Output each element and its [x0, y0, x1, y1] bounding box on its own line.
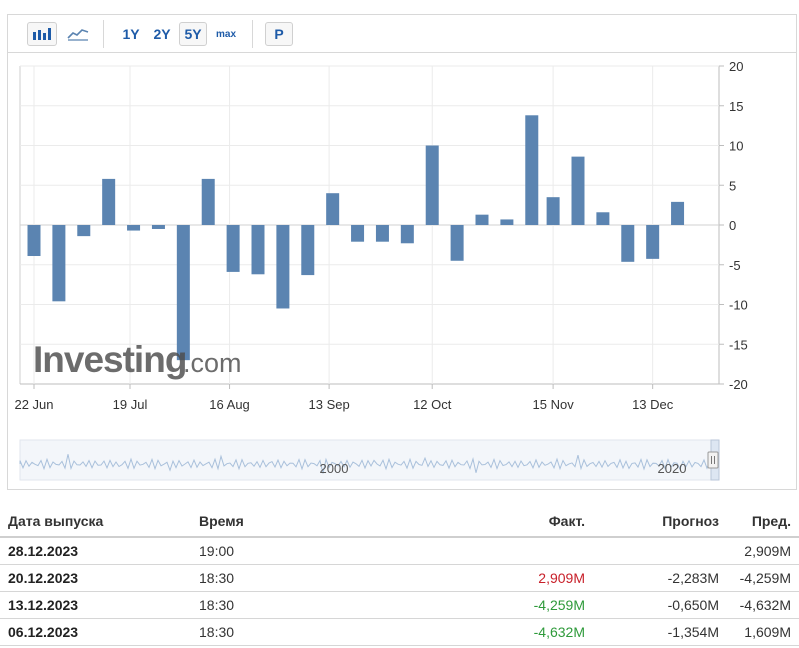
cell-previous: 1,609M — [727, 618, 799, 646]
navigator-handle[interactable] — [707, 451, 719, 469]
navigator-label: 2000 — [320, 461, 349, 476]
x-tick-label: 13 Sep — [309, 397, 350, 412]
bar — [176, 225, 190, 361]
toolbar-divider — [103, 20, 104, 48]
bar — [596, 212, 610, 225]
navigator-series — [19, 454, 711, 474]
cell-previous: -4,259M — [727, 564, 799, 592]
y-tick-label: 10 — [729, 139, 743, 154]
bar — [525, 115, 539, 225]
cell-time: 18:30 — [191, 591, 407, 619]
cell-forecast: -1,354M — [593, 618, 727, 646]
investing-watermark: Investing .com — [33, 339, 242, 380]
bar — [351, 225, 365, 242]
navigator-track — [19, 439, 720, 481]
cell-time: 18:30 — [191, 564, 407, 592]
range-5y-button[interactable]: 5Y — [179, 22, 207, 46]
bar — [127, 225, 141, 231]
header-actual[interactable]: Факт. — [407, 506, 593, 538]
y-tick-label: 20 — [729, 59, 743, 74]
y-axis: 20 15 10 5 0 -5 -10 -15 -20 — [719, 59, 748, 392]
cell-actual: 2,909M — [407, 564, 593, 592]
bar — [301, 225, 315, 276]
cell-date: 06.12.2023 — [0, 618, 191, 646]
bar — [621, 225, 635, 262]
bar — [400, 225, 414, 244]
bar — [251, 225, 265, 275]
watermark-brand: Investing — [33, 339, 186, 380]
header-date[interactable]: Дата выпуска — [0, 506, 191, 538]
chart-toolbar: 1Y 2Y 5Y max P — [7, 14, 797, 53]
y-tick-label: -10 — [729, 298, 748, 313]
bar — [375, 225, 389, 242]
bar — [226, 225, 240, 272]
bar — [276, 225, 290, 309]
range-2y-button[interactable]: 2Y — [153, 26, 171, 42]
cell-previous: -4,632M — [727, 591, 799, 619]
table-row: 13.12.2023 18:30 -4,259M -0,650M -4,632M — [0, 591, 799, 619]
p-button[interactable]: P — [265, 22, 293, 46]
x-tick-label: 22 Jun — [14, 397, 53, 412]
bar — [27, 225, 41, 257]
cell-actual: -4,259M — [407, 591, 593, 619]
table-row: 06.12.2023 18:30 -4,632M -1,354M 1,609M — [0, 618, 799, 646]
y-tick-label: 0 — [729, 218, 736, 233]
x-tick-label: 19 Jul — [113, 397, 148, 412]
chart-frame — [7, 14, 797, 490]
bar-chart-icon[interactable] — [27, 22, 57, 46]
bar — [201, 178, 215, 225]
range-1y-button[interactable]: 1Y — [122, 26, 140, 42]
cell-date: 13.12.2023 — [0, 591, 191, 619]
cell-actual — [407, 537, 593, 565]
header-time[interactable]: Время — [191, 506, 407, 538]
bar — [425, 145, 439, 225]
bar — [326, 193, 340, 225]
bar — [671, 201, 685, 225]
cell-forecast: -0,650M — [593, 591, 727, 619]
cell-forecast — [593, 537, 727, 565]
bar — [475, 214, 489, 225]
cell-date: 20.12.2023 — [0, 564, 191, 592]
x-tick-label: 13 Dec — [632, 397, 674, 412]
y-tick-label: 15 — [729, 99, 743, 114]
x-tick-label: 15 Nov — [533, 397, 575, 412]
y-tick-label: -5 — [729, 258, 741, 273]
x-axis: 22 Jun 19 Jul 16 Aug 13 Sep 12 Oct 15 Nov 13 D… — [14, 384, 674, 412]
table-row: 20.12.2023 18:30 2,909M -2,283M -4,259M — [0, 564, 799, 592]
bar — [500, 219, 514, 225]
x-tick-label: 12 Oct — [413, 397, 452, 412]
y-tick-label: -15 — [729, 337, 748, 352]
header-previous[interactable]: Пред. — [727, 506, 799, 538]
bar — [77, 225, 91, 237]
bar — [151, 225, 165, 229]
cell-forecast: -2,283M — [593, 564, 727, 592]
navigator-label: 2020 — [658, 461, 687, 476]
cell-actual: -4,632M — [407, 618, 593, 646]
bar — [571, 156, 585, 225]
toolbar-divider — [252, 20, 253, 48]
bar — [52, 225, 66, 302]
range-max-button[interactable]: max — [215, 28, 236, 40]
table-header-row: Дата выпуска Время Факт. Прогноз Пред. — [0, 506, 799, 538]
cell-time: 18:30 — [191, 618, 407, 646]
cell-time: 19:00 — [191, 537, 407, 565]
bar-chart: 20 15 10 5 0 -5 -10 -15 -20 22 Jun 19 Jul 16 Aug 13… — [14, 59, 748, 481]
bar — [102, 178, 116, 225]
y-tick-label: 5 — [729, 178, 736, 193]
cell-previous: 2,909M — [727, 537, 799, 565]
table-row: 28.12.2023 19:00 2,909M — [0, 537, 799, 565]
cell-date: 28.12.2023 — [0, 537, 191, 565]
header-forecast[interactable]: Прогноз — [593, 506, 727, 538]
bar — [646, 225, 660, 259]
chart-bars — [27, 115, 685, 361]
chart-grid — [19, 65, 720, 385]
watermark-suffix: .com — [183, 348, 242, 378]
bar — [546, 197, 560, 225]
y-tick-label: -20 — [729, 377, 748, 392]
line-chart-icon[interactable] — [63, 22, 93, 46]
x-tick-label: 16 Aug — [209, 397, 250, 412]
bar — [450, 225, 464, 261]
navigator[interactable]: 2000 2020 — [19, 439, 720, 481]
releases-table: Дата выпуска Время Факт. Прогноз Пред. 2… — [0, 506, 799, 646]
